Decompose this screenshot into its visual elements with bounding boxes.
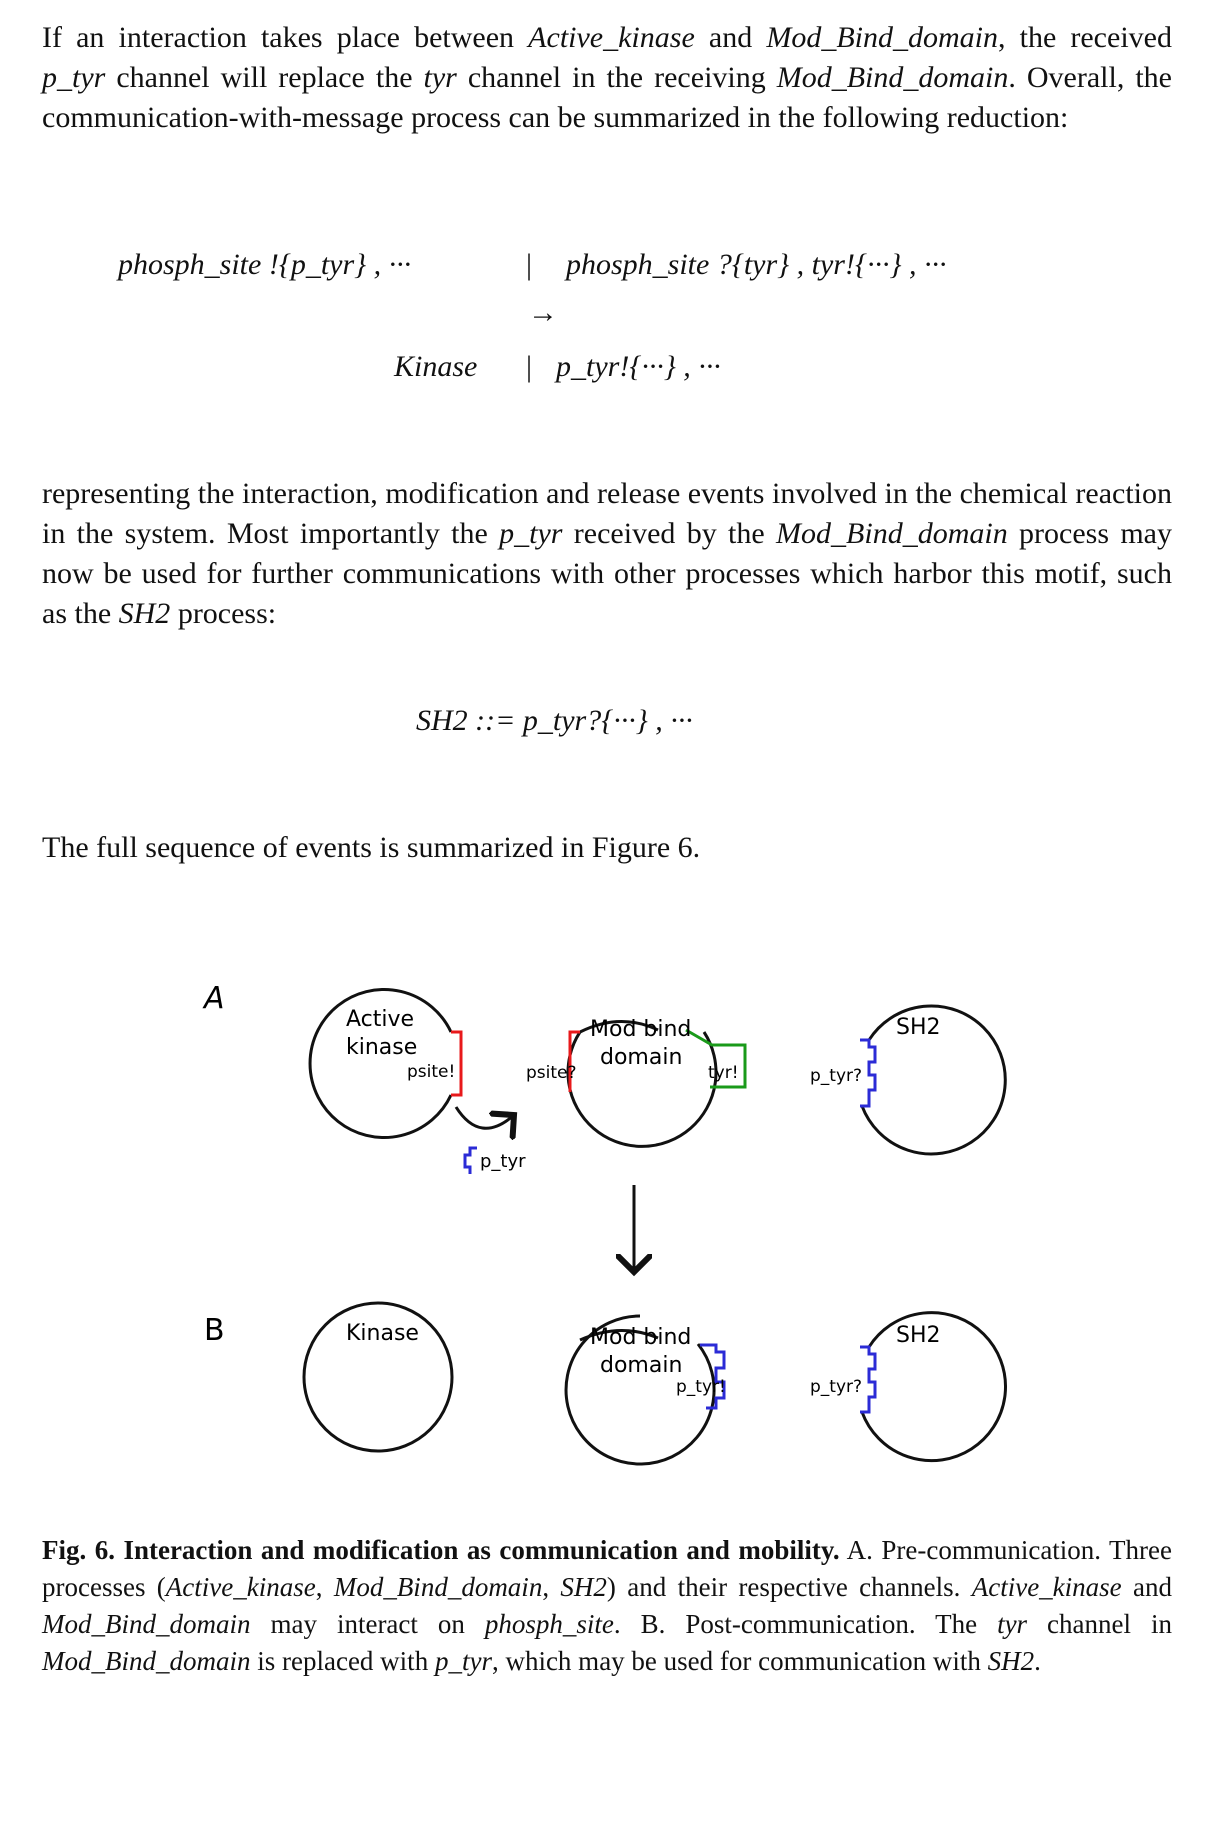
reduction-line2-separator: | [526, 350, 533, 383]
psite-out-label: psite! [407, 1062, 455, 1082]
ptyr-in-port-b [860, 1345, 877, 1414]
active-kinase-circle [308, 988, 453, 1139]
figure-6: A B Active kinase psite! p_tyr Mod bind … [202, 981, 1008, 1466]
reduction-line1-left: phosph_site !{p_tyr} , ··· [118, 248, 412, 281]
sh2-circle-b [860, 1311, 1008, 1463]
kinase-circle [302, 1301, 454, 1453]
reduction-line2-left: Kinase [394, 350, 478, 383]
mod-bind-label-b1: Mod bind [590, 1325, 691, 1350]
reduction-line1-separator: | [526, 248, 533, 281]
paragraph-intro: If an interaction takes place between Ac… [42, 21, 1172, 134]
ptyr-in-label-b: p_tyr? [810, 1377, 862, 1397]
mod-bind-domain-circle [566, 1031, 718, 1148]
panel-a-label: A [202, 981, 225, 1016]
reduction-line2-right: p_tyr!{···} , ··· [556, 350, 721, 383]
paragraph-explanation: representing the interaction, modificati… [42, 477, 1172, 630]
reduction-arrow: → [528, 296, 558, 329]
active-kinase-label-1: Active [346, 1007, 414, 1032]
ptyr-message-label: p_tyr [480, 1151, 526, 1172]
transfer-arrow [454, 1106, 514, 1128]
psite-in-label: psite? [526, 1063, 577, 1083]
paragraph-figure-ref: The full sequence of events is summarize… [42, 831, 701, 864]
psite-in-port [568, 1030, 580, 1092]
ptyr-out-label: p_tyr! [676, 1377, 726, 1397]
reduction-line1-right: phosph_site ?{tyr} , tyr!{···} , ··· [566, 248, 947, 281]
ptyr-in-port-a [860, 1038, 877, 1108]
mod-bind-label-1: Mod bind [590, 1017, 691, 1042]
psite-out-port [451, 1030, 463, 1097]
mod-bind-label-2: domain [600, 1045, 682, 1070]
tyr-out-label: tyr! [708, 1063, 739, 1083]
mod-bind-domain-circle-b [564, 1314, 716, 1466]
sh2-definition: SH2 ::= p_tyr?{···} , ··· [416, 704, 693, 737]
figure-caption: Fig. 6. Interaction and modification as … [42, 1535, 1172, 1676]
sh2-circle-a [860, 1004, 1007, 1156]
ptyr-out-port [700, 1343, 726, 1410]
kinase-label: Kinase [346, 1321, 419, 1346]
sh2-label-a: SH2 [896, 1015, 941, 1040]
panel-b-label: B [204, 1313, 225, 1348]
ptyr-message-shape [463, 1146, 477, 1174]
active-kinase-label-2: kinase [346, 1035, 417, 1060]
mod-bind-label-b2: domain [600, 1353, 682, 1378]
sh2-label-b: SH2 [896, 1323, 941, 1348]
tyr-out-port [685, 1028, 747, 1089]
ptyr-in-label-a: p_tyr? [810, 1066, 862, 1086]
